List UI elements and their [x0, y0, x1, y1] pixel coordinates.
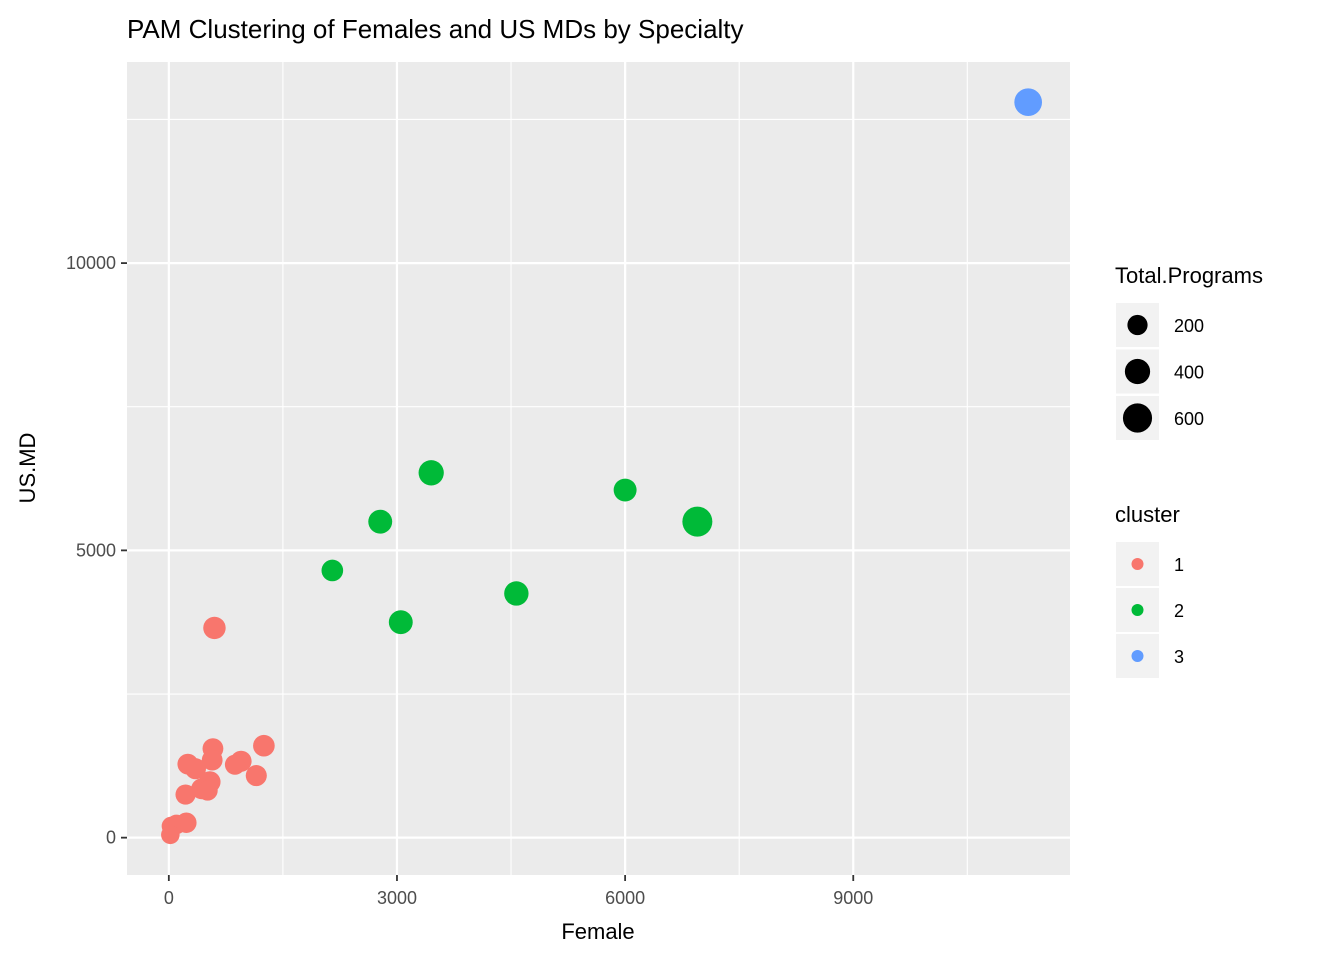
x-tick-label: 9000	[833, 888, 873, 908]
size-legend-label: 400	[1174, 363, 1204, 383]
x-tick-label: 6000	[605, 888, 645, 908]
y-tick-label: 5000	[76, 540, 116, 560]
y-tick-label: 10000	[66, 253, 116, 273]
color-legend-symbol	[1131, 650, 1144, 662]
data-point	[175, 784, 196, 805]
data-point	[245, 765, 267, 787]
data-point	[253, 734, 275, 757]
x-axis-label: Female	[561, 919, 634, 944]
data-points	[161, 88, 1043, 845]
color-legend-symbol	[1131, 604, 1144, 616]
minor-gridlines	[127, 62, 1070, 875]
y-tick-label: 0	[106, 828, 116, 848]
size-legend-symbol	[1127, 314, 1148, 336]
major-gridlines	[127, 62, 1070, 875]
color-legend-label: 2	[1174, 601, 1184, 621]
data-point	[368, 509, 393, 534]
size-legend-label: 600	[1174, 409, 1204, 429]
color-legend-symbol	[1131, 558, 1144, 570]
plot-panel	[127, 62, 1070, 875]
x-tick-label: 0	[164, 888, 174, 908]
data-point	[1014, 88, 1043, 117]
data-point	[184, 758, 206, 780]
x-tick-label: 3000	[377, 888, 417, 908]
data-point	[201, 749, 223, 771]
data-point	[161, 825, 180, 845]
color-legend-title: cluster	[1115, 502, 1180, 527]
size-legend-symbol	[1124, 358, 1151, 385]
y-axis: 0 5000 10000	[66, 253, 127, 848]
y-axis-label: US.MD	[15, 433, 40, 504]
data-point	[613, 478, 637, 502]
data-point	[197, 780, 218, 801]
data-point	[321, 559, 344, 582]
data-point	[203, 616, 226, 640]
chart-title: PAM Clustering of Females and US MDs by …	[127, 14, 744, 44]
color-legend: cluster 1 2 3	[1115, 502, 1184, 678]
x-axis: 0 3000 6000 9000	[164, 875, 873, 908]
color-legend-label: 1	[1174, 555, 1184, 575]
size-legend-title: Total.Programs	[1115, 263, 1263, 288]
data-point	[388, 610, 413, 635]
data-point	[418, 460, 444, 486]
data-point	[504, 581, 529, 606]
size-legend-label: 200	[1174, 316, 1204, 336]
color-legend-label: 3	[1174, 647, 1184, 667]
size-legend: Total.Programs 200 400 600	[1115, 263, 1263, 440]
data-point	[682, 506, 713, 537]
size-legend-symbol	[1122, 403, 1153, 433]
data-point	[224, 754, 246, 775]
